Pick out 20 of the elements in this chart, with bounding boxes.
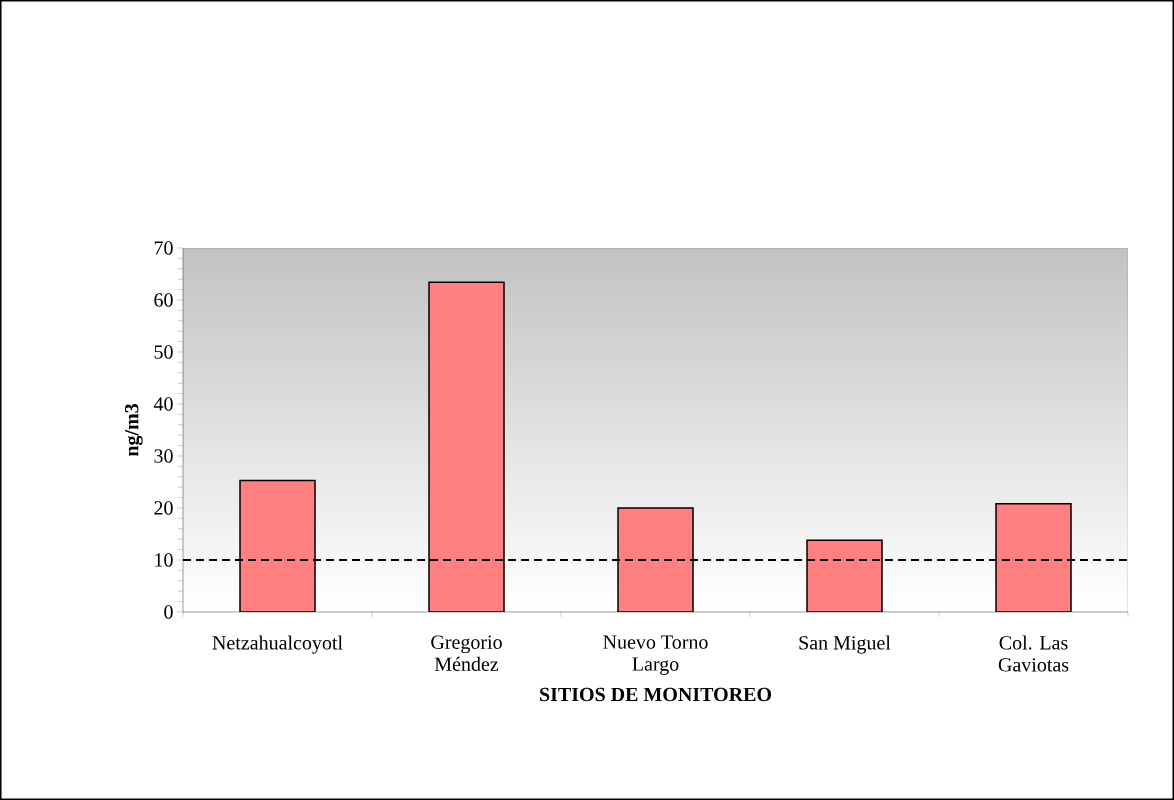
bar <box>995 503 1072 612</box>
bar <box>239 479 316 612</box>
y-tick-label: 0 <box>164 605 173 619</box>
y-tick-label: 50 <box>154 345 173 359</box>
x-axis-title: SITIOS DE MONITOREO <box>540 687 772 702</box>
y-tick-label: 20 <box>154 501 173 515</box>
y-tick-label: 70 <box>154 241 173 255</box>
x-tick-label: Netzahualcoyotl <box>212 635 343 654</box>
x-tick-label: Gregorio Méndez <box>431 635 502 671</box>
x-tick-label: Col. Las Gaviotas <box>998 635 1069 672</box>
bar <box>428 281 505 612</box>
y-tick-label: 30 <box>154 449 173 463</box>
x-tick-label: Nuevo Torno Largo <box>603 635 708 675</box>
x-tick-label: San Miguel <box>799 635 891 654</box>
y-tick-label: 10 <box>155 553 173 567</box>
bar <box>806 539 883 612</box>
y-tick-label: 60 <box>154 293 173 307</box>
y-axis-title: ng/m3 <box>124 404 143 457</box>
bar <box>617 507 694 612</box>
y-tick-label: 40 <box>153 397 173 411</box>
